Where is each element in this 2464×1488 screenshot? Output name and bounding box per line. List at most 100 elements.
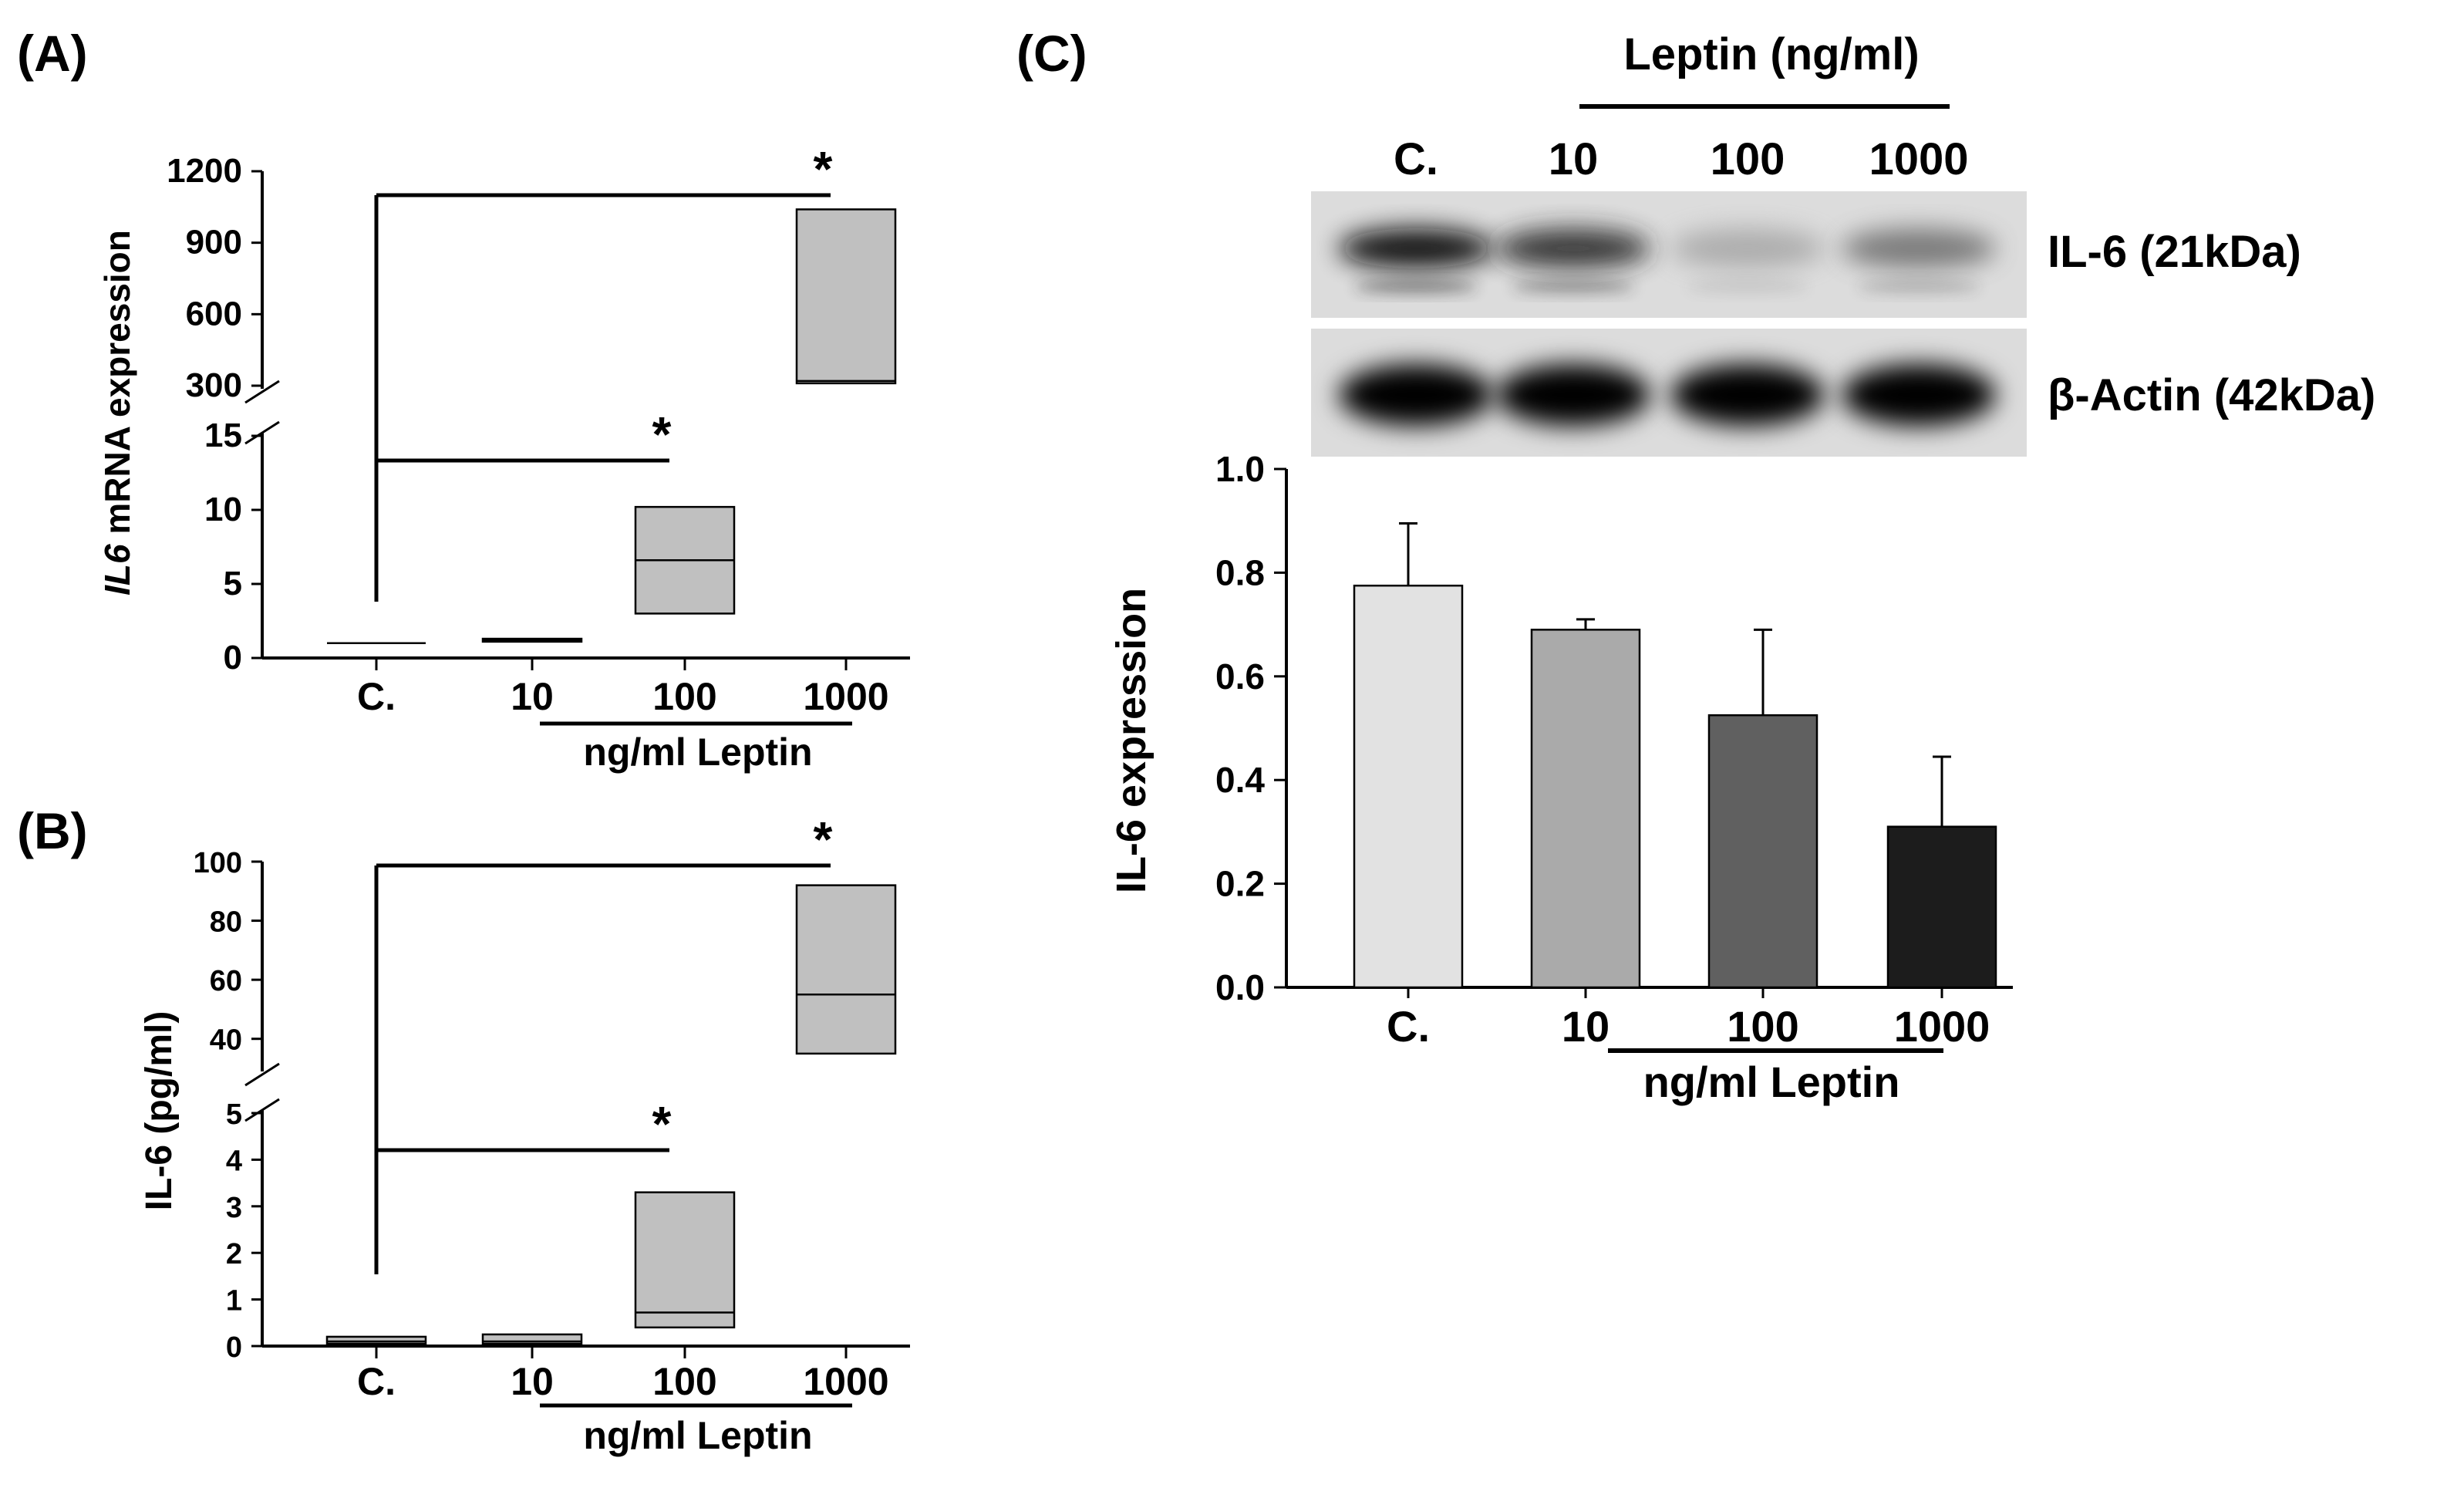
x-tick-label: 100 [1727,1002,1798,1051]
a-axis-break-mark [244,420,280,445]
y-tick-label: 4 [226,1145,242,1177]
panel-b-boxes [325,884,897,1345]
x-tick-label: 1000 [803,675,888,718]
y-tick-label: 1200 [167,152,242,190]
panel-b-axes [244,860,910,1358]
panel-b-group-label: ng/ml Leptin [583,1414,812,1457]
bar-1000 [1886,825,1997,989]
blot-lane-label: 10 [1549,134,1599,184]
x-tick-label: 10 [1562,1002,1610,1051]
blot-lane-labels: C. 10 100 1000 [1394,134,1969,184]
panel-b-y-axis-title: IL-6 (pg/ml) [139,1011,180,1211]
x-tick-label: C. [357,1360,396,1403]
blot-band [1842,364,1996,426]
panel-a-y-axis-title-italic: IL6 [97,544,137,596]
panel-a-chart: IL6 mRNA expression 0510153006009001200 … [97,141,910,774]
y-tick-label: 80 [210,906,242,939]
box-C. [325,1335,427,1345]
y-tick-label: 1.0 [1215,449,1265,489]
x-tick-label: 10 [511,675,554,718]
blot-lane-label: 1000 [1869,134,1968,184]
blot-faint-band [1686,280,1809,294]
panel-c-y-axis-title: IL-6 expression [1108,588,1154,893]
y-tick-label: 900 [186,224,242,261]
panel-a-tick-labels: 0 5 10 15 300 600 900 1200 [167,152,242,677]
significance-star: * [652,1096,672,1152]
panel-a-axes [244,170,910,670]
significance-star: * [814,141,833,197]
y-tick-label: 2 [226,1238,242,1270]
x-tick-label: C. [357,675,396,718]
panel-a-significance: ** [374,141,833,602]
panel-c-western-blot: Leptin (ng/ml) C. 10 100 1000 IL-6 (21kDa) β… [1311,29,2375,457]
a-axis-break-mark [244,380,280,404]
y-tick-label: 3 [226,1192,242,1224]
box-100 [634,1191,736,1329]
panel-c-tick-labels: 0.0 0.2 0.4 0.6 0.8 1.0 [1215,449,1265,1007]
y-tick-label: 10 [204,491,242,528]
y-tick-label: 5 [224,565,242,602]
blot-band [1496,364,1650,426]
blot-band [1670,364,1825,426]
y-tick-label: 600 [186,295,242,332]
y-tick-label: 60 [210,965,242,997]
panel-c-group-label: ng/ml Leptin [1643,1058,1900,1106]
panel-c-label: (C) [1016,25,1087,82]
blot-header: Leptin (ng/ml) [1623,29,1919,79]
blot-band-labels: IL-6 (21kDa) β-Actin (42kDa) [2048,227,2375,420]
blot-lane-label: C. [1394,134,1438,184]
bar-10 [1530,629,1641,989]
y-tick-label: 40 [210,1024,242,1057]
panel-a-label: (A) [17,25,88,82]
y-tick-label: 1 [226,1285,242,1318]
b-axis-break-mark [244,1098,280,1122]
blot-band [1339,364,1493,426]
y-tick-label: 0 [226,1331,242,1364]
blot-band-label: IL-6 (21kDa) [2048,227,2301,277]
b-axis-break-mark [244,1062,280,1087]
panel-c-bars [1353,522,1997,989]
y-tick-label: 0 [224,639,242,677]
x-tick-label: 100 [652,1360,716,1403]
blot-band-label: β-Actin (42kDa) [2048,370,2375,420]
y-tick-label: 15 [204,417,242,454]
y-tick-label: 5 [226,1098,242,1131]
panel-a-y-axis-title: IL6 mRNA expression [97,230,137,596]
x-tick-label: 1000 [803,1360,888,1403]
panel-b-tick-labels: 0 1 2 3 4 5 40 60 80 100 [194,847,242,1364]
panel-b-category-labels: C. 10 100 1000 [357,1360,889,1403]
x-tick-label: 100 [652,675,716,718]
panel-a-y-axis-title-rest: mRNA expression [97,230,137,544]
blot-bands [1339,228,1996,426]
y-tick-label: 300 [186,366,242,404]
significance-star: * [814,811,833,867]
y-tick-label: 0.8 [1215,552,1265,592]
blot-faint-band [1512,280,1635,294]
box-1000 [795,884,897,1055]
blot-band [1339,228,1493,268]
panel-b-label: (B) [17,802,88,859]
panel-a-category-labels: C. 10 100 1000 [357,675,889,718]
y-tick-label: 0.6 [1215,656,1265,697]
bar-100 [1707,714,1819,989]
blot-faint-band [1857,280,1980,294]
panel-c-category-labels: C. 10 100 1000 [1387,1002,1990,1051]
panel-a-group-label: ng/ml Leptin [583,731,812,774]
x-tick-label: 1000 [1894,1002,1990,1051]
panel-a-boxes [327,208,897,645]
panel-c-bar-chart: IL-6 expression 0.0 0.2 0.4 0.6 0.8 1.0 C. 10 1… [1108,449,2013,1106]
blot-lane-label: 100 [1711,134,1785,184]
blot-faint-band [1354,280,1478,294]
y-tick-label: 100 [194,847,242,879]
bar-C. [1353,584,1464,989]
blot-band [1670,228,1825,268]
box-1000 [795,208,897,385]
x-tick-label: 10 [511,1360,554,1403]
x-tick-label: C. [1387,1002,1430,1051]
significance-star: * [652,407,672,462]
blot-band [1496,228,1650,268]
y-tick-label: 0.4 [1215,760,1265,800]
y-tick-label: 0.2 [1215,864,1265,904]
panel-b-significance: ** [374,811,833,1274]
